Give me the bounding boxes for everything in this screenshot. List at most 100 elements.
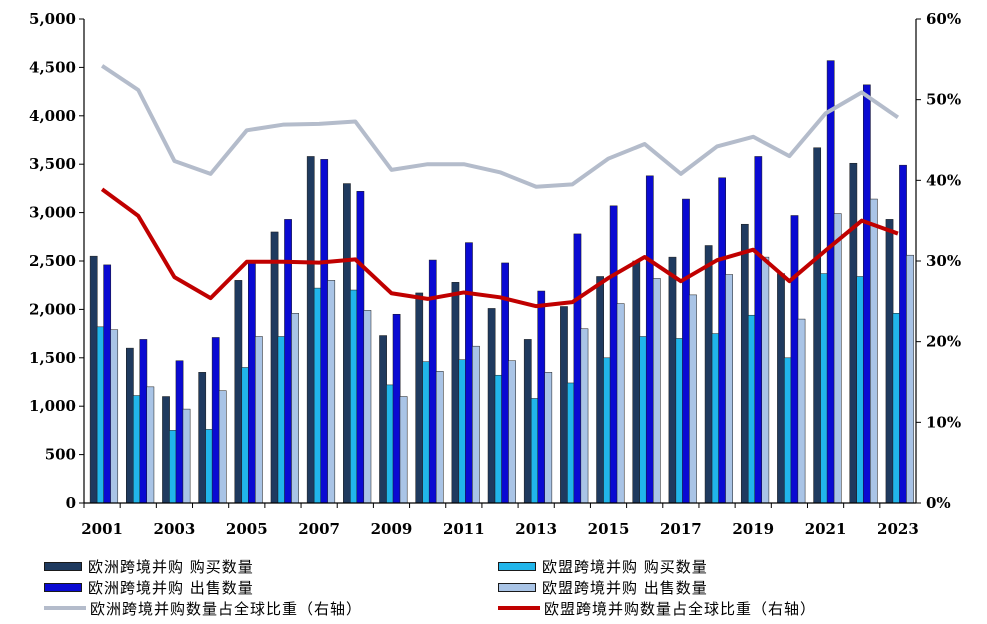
y-left-tick-label: 4,500 (29, 58, 76, 76)
bar-mark (356, 191, 365, 504)
y-right-tick-label: 0% (926, 494, 951, 512)
bar-mark (675, 338, 684, 504)
y-left-tick-label: 1,000 (29, 397, 76, 415)
bar-mark (270, 231, 279, 504)
bar-mark (869, 198, 878, 504)
bar-mark (415, 292, 424, 504)
bar-mark (320, 159, 329, 504)
bar-mark (711, 333, 720, 504)
bar-mark (689, 294, 697, 504)
bar-mark (668, 256, 677, 504)
bar-mark (126, 347, 134, 504)
bar-mark (218, 390, 227, 504)
y-left-tick-label: 0 (66, 494, 76, 512)
bar-mark (363, 310, 372, 504)
bar-mark (110, 329, 119, 504)
bar-mark (277, 336, 286, 504)
bar-mark (523, 339, 532, 504)
x-tick-label: 2005 (226, 520, 268, 538)
bar-mark (826, 60, 835, 504)
bar-mark (856, 276, 865, 504)
bar-mark (399, 396, 408, 504)
bar-mark (175, 360, 184, 504)
bar-mark (248, 261, 256, 504)
x-tick-label: 2021 (805, 520, 847, 538)
bar-mark (139, 339, 148, 504)
bar-mark (451, 282, 460, 504)
x-tick-label: 2023 (877, 520, 919, 538)
bar-mark (784, 357, 792, 504)
bar-mark (537, 290, 546, 504)
bar-mark (234, 280, 243, 504)
bar-mark (645, 175, 654, 504)
bar-mark (596, 276, 604, 504)
x-tick-label: 2013 (515, 520, 557, 538)
x-tick-label: 2019 (732, 520, 774, 538)
bar-mark (833, 213, 842, 504)
bar-mark (754, 156, 763, 504)
bar-mark (560, 306, 568, 504)
bar-mark (291, 313, 299, 504)
bar-mark (616, 303, 625, 504)
y-left-tick-label: 5,000 (29, 10, 76, 28)
bar-mark (241, 367, 250, 504)
bar-mark (162, 396, 170, 504)
bar-mark (580, 328, 589, 504)
bar-mark (508, 360, 516, 504)
bar-mark (343, 183, 351, 504)
bar-mark (327, 280, 336, 504)
bar-mark (96, 326, 105, 504)
bar-mark (494, 374, 503, 504)
y-right-tick-label: 10% (926, 413, 961, 431)
bar-mark (632, 260, 641, 504)
bar-mark (530, 398, 539, 504)
bar-mark (205, 429, 214, 504)
bar-mark (379, 335, 387, 504)
bar-mark (487, 308, 496, 504)
bar-mark (892, 313, 901, 504)
bar-mark (885, 219, 894, 504)
bar-mark (797, 318, 806, 504)
y-right-tick-label: 60% (926, 10, 961, 28)
y-left-tick-label: 2,000 (29, 300, 76, 318)
bar-mark (458, 359, 467, 504)
x-tick-label: 2011 (443, 520, 485, 538)
bar-mark (472, 345, 480, 504)
bar-mark (435, 371, 444, 504)
bar-mark (146, 386, 155, 504)
bar-mark (849, 162, 858, 504)
bar-mark (386, 384, 394, 504)
bar-mark (740, 223, 749, 504)
x-tick-label: 2003 (154, 520, 196, 538)
bar-mark (704, 245, 713, 504)
series-line (100, 64, 900, 189)
y-left-tick-label: 3,500 (29, 155, 76, 173)
bar-mark (906, 254, 914, 504)
bar-mark (567, 382, 575, 504)
x-tick-label: 2007 (298, 520, 340, 538)
bar-mark (255, 336, 263, 504)
bar-mark (133, 395, 141, 504)
y-right-tick-label: 50% (926, 91, 961, 109)
bar-mark (639, 336, 648, 504)
bar-mark (103, 264, 112, 504)
bar-mark (465, 242, 473, 504)
x-tick-label: 2017 (660, 520, 702, 538)
bar-mark (89, 255, 98, 504)
y-right-tick-label: 40% (926, 171, 961, 189)
bar-mark (603, 357, 611, 504)
bar-mark (682, 198, 690, 504)
bar-mark (862, 84, 871, 504)
bar-mark (182, 408, 191, 504)
bar-mark (573, 233, 582, 504)
bar-mark (609, 205, 618, 504)
y-left-tick-label: 500 (45, 446, 76, 464)
bar-mark (350, 289, 358, 504)
bar-mark (777, 273, 785, 504)
x-tick-label: 2001 (81, 520, 123, 538)
bar-mark (813, 147, 822, 504)
bar-mark (306, 156, 315, 504)
x-tick-label: 2015 (588, 520, 630, 538)
bar-mark (725, 274, 733, 504)
